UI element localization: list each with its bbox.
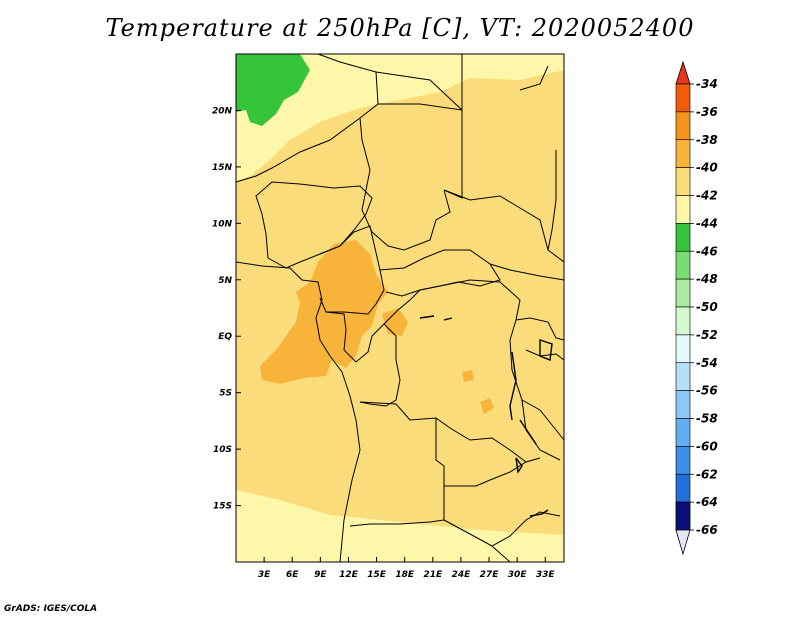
colorbar-label: -62 [696,467,718,481]
colorbar-segment [675,167,691,196]
lon-tick-label: 24E [452,570,472,580]
colorbar-segment [675,250,691,280]
map-frame [235,53,565,563]
lon-tick-label: 21E [423,570,443,580]
latitude-axis: 20N 15N 10N 5N EQ 5S 10S 15S [212,106,241,512]
map-title: Temperature at 250hPa [C], VT: 202005240… [105,14,695,42]
colorbar-label: -64 [696,495,718,509]
colorbar-label: -50 [696,300,718,314]
lat-tick-label: EQ [218,332,232,342]
lon-tick-label: 27E [480,570,500,580]
colorbar-segment [675,446,691,475]
colorbar-segment [675,278,691,308]
contour-fill-minus42-south [236,490,564,562]
grads-credit: GrADS: IGES/COLA [4,604,98,614]
colorbar-label: -44 [696,216,718,230]
lat-tick-label: 10S [213,445,232,455]
colorbar-segment [675,223,691,252]
colorbar-segment [675,139,691,168]
colorbar-label: -40 [696,161,718,175]
colorbar-label: -42 [696,189,718,203]
lat-tick-label: 10N [212,219,233,229]
colorbar-segment [675,195,691,224]
colorbar-segment [675,473,691,503]
colorbar-label: -36 [696,105,718,119]
contour-fill-minus38-small [480,398,494,414]
colorbar-label: -66 [696,523,718,537]
lon-tick-label: 15E [367,570,387,580]
longitude-axis: 3E 6E 9E 12E 15E 18E 21E 24E 27E 30E 33E [258,557,556,580]
lat-tick-label: 5N [218,276,232,286]
lon-tick-label: 33E [536,570,556,580]
colorbar-segment [675,83,691,113]
colorbar-segment [675,501,691,531]
colorbar-label: -34 [696,77,718,91]
colorbar-segment [675,306,691,336]
colorbar-segment [675,111,691,141]
lon-tick-label: 12E [339,570,359,580]
lake-outlines [419,315,553,517]
colorbar-segment [675,418,691,447]
colorbar-label: -60 [696,439,718,453]
lat-tick-label: 15N [212,163,233,173]
contour-fill-minus42-north [236,54,564,182]
contour-fill-minus44-northwest [236,54,310,126]
colorbar-segment [675,334,691,364]
colorbar-label: -58 [696,412,718,426]
colorbar-segment [675,362,691,391]
colorbar-segment [675,390,691,419]
colorbar-label: -48 [696,272,718,286]
country-borders [235,53,565,563]
lat-tick-label: 20N [212,106,233,116]
colorbar-label: -56 [696,384,718,398]
colorbar: -34 -36 -38 -40 -42 -44 -46 -48 -50 -52 -54 -56 -58 -… [675,60,718,556]
colorbar-bottom-arrow [675,529,691,556]
contour-fill-minus38-small-2 [462,370,474,382]
colorbar-label: -54 [696,356,718,370]
contour-fill-minus38-core [260,240,388,384]
lon-tick-label: 6E [286,570,299,580]
lon-tick-label: 9E [314,570,327,580]
lon-tick-label: 18E [395,570,415,580]
lon-tick-label: 30E [508,570,528,580]
colorbar-label: -38 [696,133,718,147]
colorbar-label: -52 [696,328,718,342]
lon-tick-label: 3E [258,570,271,580]
colorbar-label: -46 [696,244,718,258]
colorbar-top-arrow [675,60,691,85]
lat-tick-label: 5S [219,389,232,399]
lat-tick-label: 15S [213,502,232,512]
